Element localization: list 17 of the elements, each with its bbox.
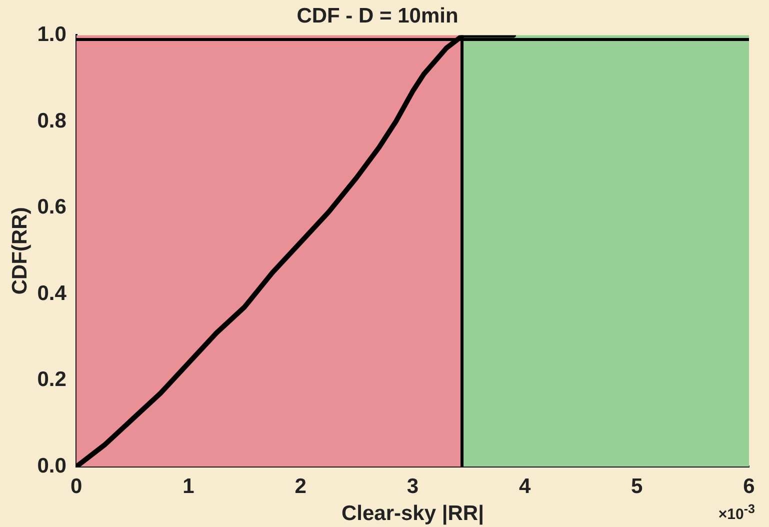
x-axis-title: Clear-sky |RR| [341, 502, 484, 526]
x-tick-label: 5 [631, 474, 644, 498]
y-tick-label: 0.2 [37, 368, 66, 392]
x-tick-label: 6 [743, 474, 755, 498]
x-tick-label: 0 [70, 474, 82, 498]
y-tick-label: 0.0 [37, 454, 66, 478]
y-tick-label: 0.8 [37, 109, 67, 132]
chart-title: CDF - D = 10min [296, 4, 458, 28]
y-tick-label: 0.4 [37, 282, 67, 305]
text: ×10$^{-3}$ [718, 502, 755, 523]
x-tick-label: 4 [518, 474, 531, 498]
y-tick-label: 0.6 [37, 196, 66, 219]
x-tick-label: 2 [294, 474, 306, 498]
x-tick-label: 1 [182, 474, 195, 498]
y-tick-label: 1.0 [37, 22, 66, 46]
x-tick-label: 3 [406, 474, 419, 498]
y-axis-title: CDF(RR) [8, 207, 32, 295]
